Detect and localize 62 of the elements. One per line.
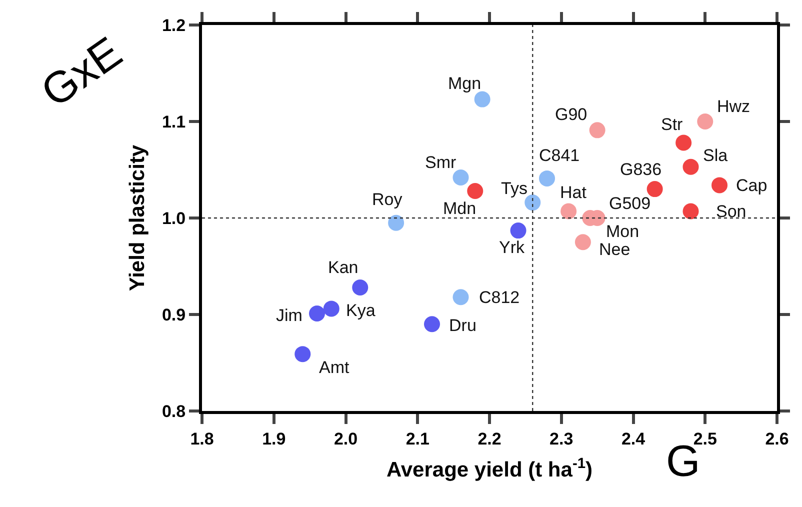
annotation: Son	[716, 202, 746, 221]
annotation: C841	[539, 146, 580, 165]
point	[294, 346, 311, 362]
point	[712, 177, 728, 194]
annotation: Hat	[560, 183, 587, 202]
point	[323, 300, 340, 317]
point	[682, 203, 699, 220]
annotation: Smr	[425, 153, 456, 172]
annotation: Str	[661, 115, 684, 134]
annotation: Cap	[736, 176, 768, 195]
point	[452, 289, 469, 306]
point	[697, 114, 714, 130]
point	[682, 158, 699, 175]
annotation: Kan	[328, 258, 358, 277]
point	[467, 182, 484, 199]
annotation: Roy	[372, 190, 403, 209]
annotation: Mdn	[443, 199, 476, 218]
annotation: Amt	[319, 358, 350, 377]
annotation: Hwz	[717, 97, 750, 116]
annotation: Kya	[346, 301, 376, 320]
y-tick-label: 1.0	[162, 208, 186, 228]
x-axis-title: Average yield (t ha$^{-1}$)	[386, 456, 593, 482]
point	[589, 122, 606, 138]
point	[388, 214, 404, 231]
x-tick-label: 2.2	[478, 429, 502, 448]
annotation: C812	[479, 288, 520, 307]
point	[510, 222, 526, 239]
point	[452, 169, 469, 186]
annotation: G836	[620, 160, 662, 179]
x-tick-label: 2.5	[693, 429, 717, 448]
point	[646, 181, 663, 198]
point	[424, 316, 440, 332]
annotation: G90	[555, 105, 588, 124]
x-tick-label: 2.4	[621, 429, 646, 448]
point	[352, 279, 368, 296]
annotation: Nee	[599, 240, 630, 259]
x-tick-label: 1.8	[190, 429, 214, 448]
point	[574, 234, 591, 250]
x-tick-label: 1.9	[262, 429, 286, 448]
point	[676, 134, 692, 151]
annotation: Jim	[276, 306, 302, 325]
point	[474, 91, 490, 108]
y-tick-label: 0.8	[162, 402, 186, 421]
y-axis-title: Yield plasticity	[126, 144, 150, 292]
y-tick-label: 0.9	[162, 305, 186, 324]
point	[560, 203, 577, 220]
annotation: G509	[609, 194, 651, 213]
x-tick-label: 2.6	[765, 429, 789, 448]
y-tick-label: 1.2	[162, 16, 186, 35]
annotation: Dru	[449, 316, 476, 335]
x-tick-label: 2.3	[550, 429, 574, 448]
x-tick-label: 2.1	[406, 429, 430, 448]
annotation: Tys	[501, 179, 528, 198]
annotation: Mon	[606, 222, 640, 241]
annotation: Sla	[703, 146, 728, 165]
annotation: Mgn	[448, 74, 482, 93]
annotation: Yrk	[499, 238, 525, 257]
y-tick-label: 1.1	[162, 112, 186, 132]
point	[539, 170, 555, 186]
x-tick-label: 2.0	[334, 429, 358, 448]
point	[309, 306, 325, 322]
text: GxE	[32, 28, 131, 117]
